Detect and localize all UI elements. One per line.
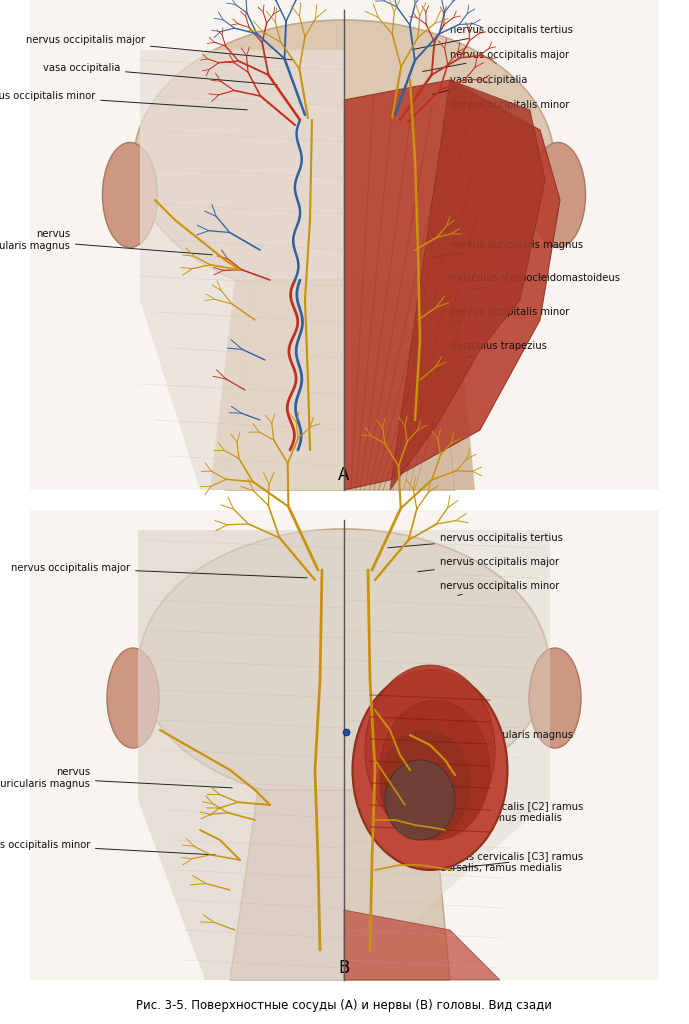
Text: vasa occipitalia: vasa occipitalia <box>433 75 527 94</box>
Text: nervus cervicalis [C2] ramus
dorsalis, ramus medialis: nervus cervicalis [C2] ramus dorsalis, r… <box>432 801 584 825</box>
Text: nervus occipitalis major: nervus occipitalis major <box>423 50 569 72</box>
Text: nervus occipitalis major: nervus occipitalis major <box>11 563 307 578</box>
Polygon shape <box>344 80 560 490</box>
Polygon shape <box>225 280 455 490</box>
Text: nervus auricularis magnus: nervus auricularis magnus <box>433 240 583 258</box>
Polygon shape <box>435 280 475 490</box>
Text: B: B <box>338 959 350 977</box>
Polygon shape <box>344 530 550 980</box>
Text: nervus occipitalis major: nervus occipitalis major <box>418 557 559 571</box>
Polygon shape <box>30 0 659 490</box>
Ellipse shape <box>365 665 495 835</box>
Text: nervus occipitalis tertius: nervus occipitalis tertius <box>413 25 573 49</box>
Ellipse shape <box>380 700 490 840</box>
Polygon shape <box>140 50 344 490</box>
Polygon shape <box>210 280 255 490</box>
Text: Рис. 3-5. Поверхностные сосуды (А) и нервы (В) головы. Вид сзади: Рис. 3-5. Поверхностные сосуды (А) и нер… <box>136 998 552 1012</box>
Text: nervus occipitalis minor: nervus occipitalis minor <box>0 840 215 855</box>
Text: A: A <box>338 466 350 484</box>
Ellipse shape <box>380 730 470 840</box>
Polygon shape <box>390 80 545 490</box>
Polygon shape <box>138 530 344 980</box>
Text: nervus auricularis magnus: nervus auricularis magnus <box>423 730 573 744</box>
Text: musculus sternocleidomastoideus: musculus sternocleidomastoideus <box>450 273 620 290</box>
Text: nervus occipitalis minor: nervus occipitalis minor <box>0 91 247 110</box>
Text: nervus occipitalis minor: nervus occipitalis minor <box>450 307 569 322</box>
Ellipse shape <box>385 760 455 840</box>
Polygon shape <box>230 790 450 980</box>
Ellipse shape <box>134 20 554 300</box>
Text: nervus
auricularis magnus: nervus auricularis magnus <box>0 229 212 255</box>
Text: nervus cervicalis [C3] ramus
dorsalis, ramus medialis: nervus cervicalis [C3] ramus dorsalis, r… <box>440 851 583 872</box>
Ellipse shape <box>107 648 159 748</box>
Ellipse shape <box>529 648 581 748</box>
Text: musculus trapezius: musculus trapezius <box>450 341 547 359</box>
Ellipse shape <box>103 142 158 248</box>
Text: nervus occipitalis major: nervus occipitalis major <box>26 35 292 59</box>
Text: nervus occipitalis tertius: nervus occipitalis tertius <box>388 534 563 548</box>
Ellipse shape <box>531 142 586 248</box>
Text: nervus occipitalis minor: nervus occipitalis minor <box>450 100 569 118</box>
Polygon shape <box>344 910 500 980</box>
Text: nervus occipitalis minor: nervus occipitalis minor <box>440 581 559 595</box>
Ellipse shape <box>139 529 549 801</box>
Text: vasa occipitalia: vasa occipitalia <box>43 63 277 85</box>
Ellipse shape <box>353 670 508 870</box>
Polygon shape <box>30 510 659 980</box>
Text: nervus
auricularis magnus: nervus auricularis magnus <box>0 767 232 788</box>
